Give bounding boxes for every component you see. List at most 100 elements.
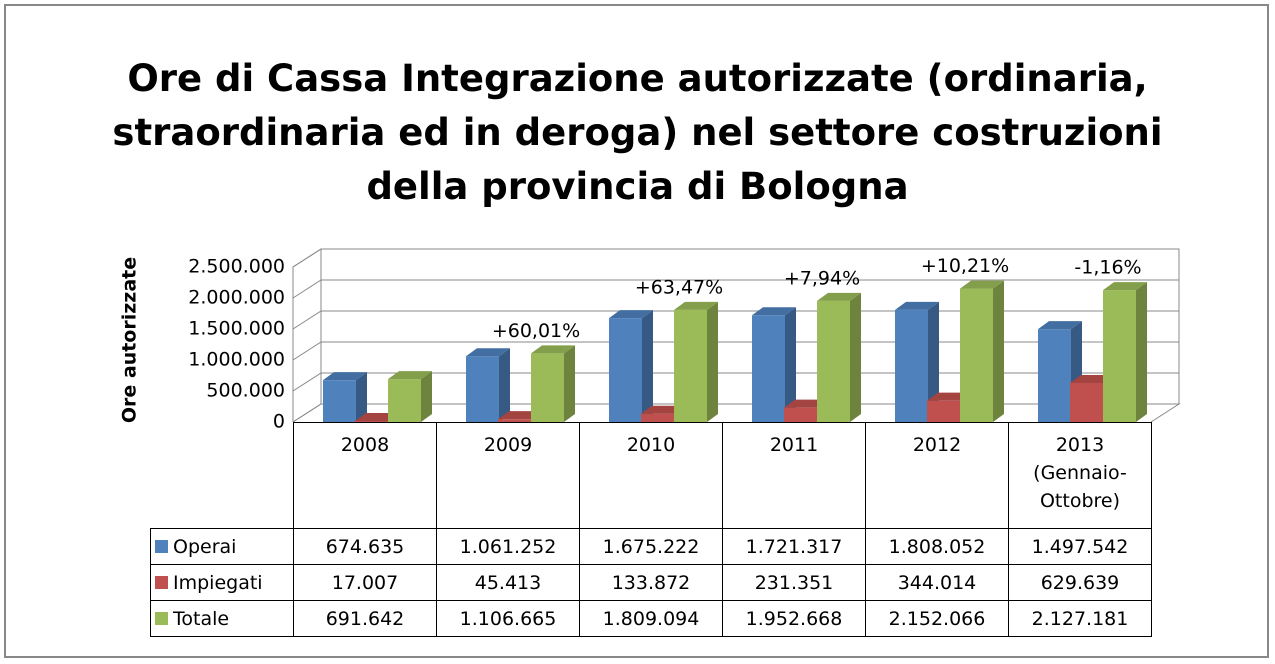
bar-face [564,345,575,422]
bar-face [355,420,388,422]
bar [388,371,432,422]
bar-face [752,315,785,422]
bar-face [323,380,356,422]
bar-face [642,310,653,422]
bar [1038,321,1082,422]
bar-face [466,348,510,357]
y-tick-label: 2.000.000 [188,287,285,309]
legend-label: Totale [173,607,230,630]
bar-face [707,301,718,422]
table-value: 691.642 [293,600,437,637]
annotation: -1,16% [1074,257,1141,279]
chart-title: Ore di Cassa Integrazione autorizzate (o… [112,57,1163,208]
bar-face [531,345,575,354]
grid-line [292,403,1179,423]
grid-line [292,372,1179,392]
bar [895,301,939,422]
bar [960,280,1004,422]
series-row: Impiegati 17.007 45.413 133.872 231.351 344.0… [150,564,1152,601]
bar [1103,282,1147,422]
bar [466,348,510,422]
bar-face [1103,282,1147,291]
legend-cell: Impiegati [150,564,294,601]
bar-face [850,292,861,422]
grid-line [292,248,1179,268]
legend-cell: Totale [150,600,294,637]
annotation: +60,01% [492,320,580,342]
bar-face [1103,290,1136,422]
legend-swatch [155,539,168,553]
bar [752,307,796,422]
bar-face [927,400,960,422]
bar-face [960,280,1004,289]
table-value: 2.152.066 [865,600,1009,637]
y-tick-label: 1.000.000 [188,349,285,371]
bar-face [641,413,674,422]
bar-face [784,407,817,422]
bar-face [421,371,432,422]
legend-label: Operai [173,535,237,558]
bar-face [531,353,564,422]
bar [531,345,575,422]
bar-face [817,292,861,301]
table-value: 1.952.668 [722,600,866,637]
grid-line [292,341,1179,361]
series-row: Totale 691.642 1.106.665 1.809.094 1.952.668… [150,600,1152,637]
bar-face [1038,329,1071,422]
bar-face [498,419,531,422]
bar-face [960,288,993,422]
legend-swatch [155,611,168,625]
bar-face [785,307,796,422]
bar-face [1136,282,1147,422]
x-tick-label: 2013 (Gennaio-Ottobre) [1008,422,1152,529]
bar-face [895,301,939,310]
y-axis-label: Ore autorizzate [119,257,141,423]
y-tick-label: 0 [273,411,285,433]
table-value: 1.721.317 [722,528,866,565]
table-value: 1.497.542 [1008,528,1152,565]
bar-face [1070,382,1103,422]
y-tick-label: 500.000 [206,380,285,402]
table-value: 2.127.181 [1008,600,1152,637]
y-tick-label: 1.500.000 [188,318,285,340]
table-value: 629.639 [1008,564,1152,601]
grid-line [292,310,1179,330]
x-tick-label: 2011 [722,422,866,529]
bar-face [466,356,499,422]
bar-face [388,379,421,422]
x-tick-label: 2012 [865,422,1009,529]
table-value: 45.413 [436,564,580,601]
bar-face [928,301,939,422]
bar-face [674,309,707,422]
bar-face [817,300,850,422]
table-value: 674.635 [293,528,437,565]
x-tick-label: 2009 [436,422,580,529]
x-tick-label: 2008 [293,422,437,529]
legend-swatch [155,575,168,589]
bar-face [323,372,367,381]
blank-cell [151,423,294,529]
data-table: 2008 2009 2010 2011 2012 2013 (Gennaio-Ottobr… [150,422,1152,637]
bar [817,292,861,422]
table-value: 1.675.222 [579,528,723,565]
legend-label: Impiegati [173,571,263,594]
bar-face [356,372,367,422]
category-row: 2008 2009 2010 2011 2012 2013 (Gennaio-Ottobr… [151,422,1152,529]
bar-face [895,309,928,422]
table-value: 1.808.052 [865,528,1009,565]
bar-face [609,310,653,319]
annotation: +10,21% [921,255,1009,277]
annotation: +7,94% [784,267,860,289]
legend-cell: Operai [150,528,294,565]
table-value: 1.106.665 [436,600,580,637]
series-row: Operai 674.635 1.061.252 1.675.222 1.721.317… [150,528,1152,565]
y-tick-label: 2.500.000 [188,256,285,278]
bar-face [499,348,510,422]
x-tick-label: 2010 [579,422,723,529]
bar-face [674,301,718,310]
bar-face [388,371,432,380]
grid-line [292,279,1179,299]
table-value: 133.872 [579,564,723,601]
bar [674,301,718,422]
table-value: 1.809.094 [579,600,723,637]
